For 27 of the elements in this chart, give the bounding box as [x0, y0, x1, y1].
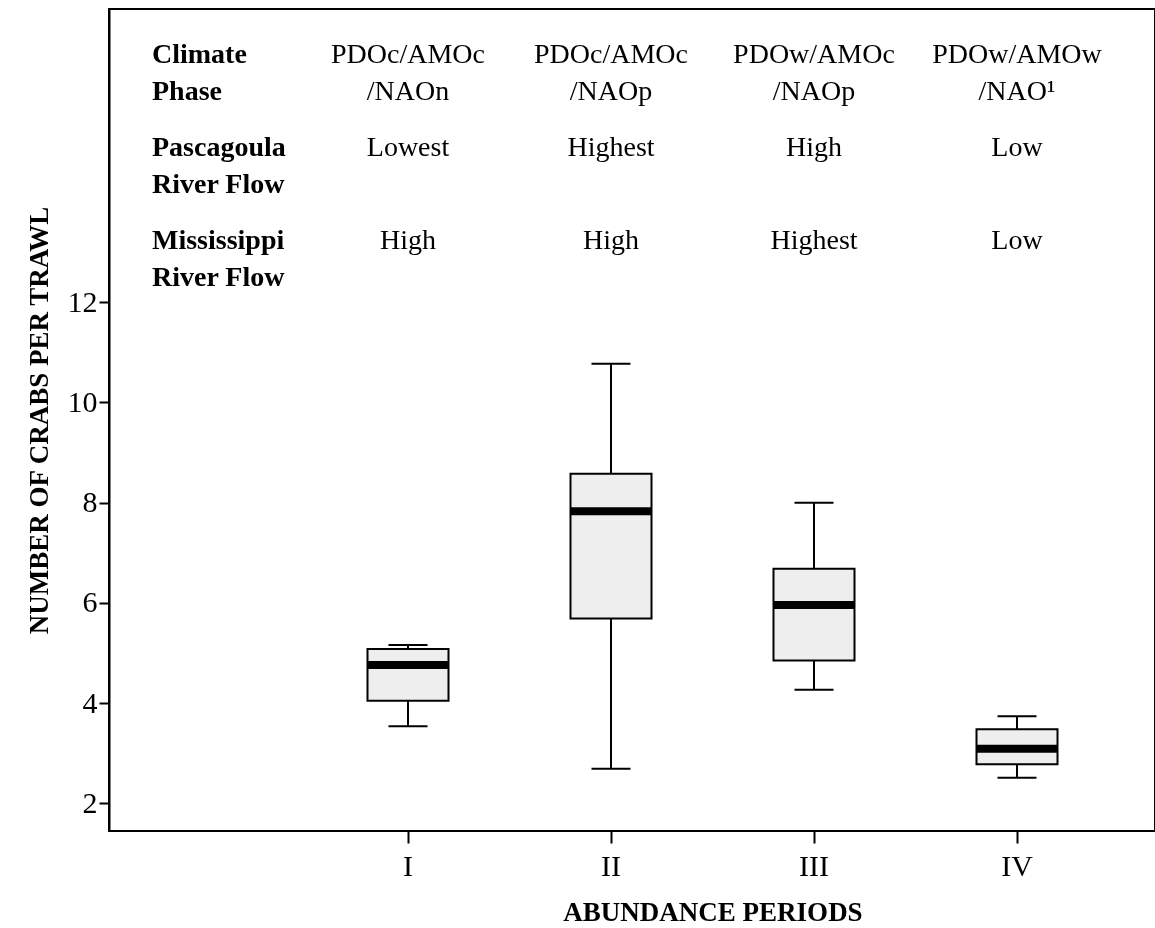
- annotation: Highest: [567, 131, 655, 162]
- annotation: Low: [991, 131, 1044, 162]
- y-tick-label: 4: [82, 685, 98, 719]
- y-axis-title: NUMBER OF CRABS PER TRAWL: [23, 206, 54, 635]
- x-axis-title: ABUNDANCE PERIODS: [563, 896, 863, 927]
- y-tick-label: 6: [82, 585, 98, 619]
- x-tick-label: III: [799, 848, 829, 882]
- text: Mississippi River Flow: [152, 224, 286, 292]
- annotation: High: [380, 224, 436, 255]
- annotation: Highest: [770, 224, 858, 255]
- annotation: Lowest: [366, 131, 450, 162]
- x-tick-label: I: [403, 848, 413, 882]
- annotation: PDOc/AMOc /NAOp: [534, 38, 688, 106]
- annotation: PDOw/AMOc /NAOp: [733, 38, 895, 106]
- y-tick-label: 12: [67, 284, 98, 318]
- annotation: PDOc/AMOc /NAOn: [331, 38, 485, 106]
- annotation: High: [786, 131, 842, 162]
- annotation: High: [583, 224, 639, 255]
- text: Climate Phase: [152, 38, 247, 106]
- y-tick-label: 10: [67, 384, 98, 418]
- y-tick-label: 2: [82, 785, 98, 819]
- annotation: Low: [991, 224, 1044, 255]
- y-tick-label: 8: [82, 485, 98, 519]
- annotation: PDOw/AMOw /NAO¹: [932, 38, 1103, 106]
- x-tick-label: IV: [1001, 848, 1034, 882]
- text: Pascagoula River Flow: [152, 131, 286, 199]
- x-tick-label: II: [601, 848, 621, 882]
